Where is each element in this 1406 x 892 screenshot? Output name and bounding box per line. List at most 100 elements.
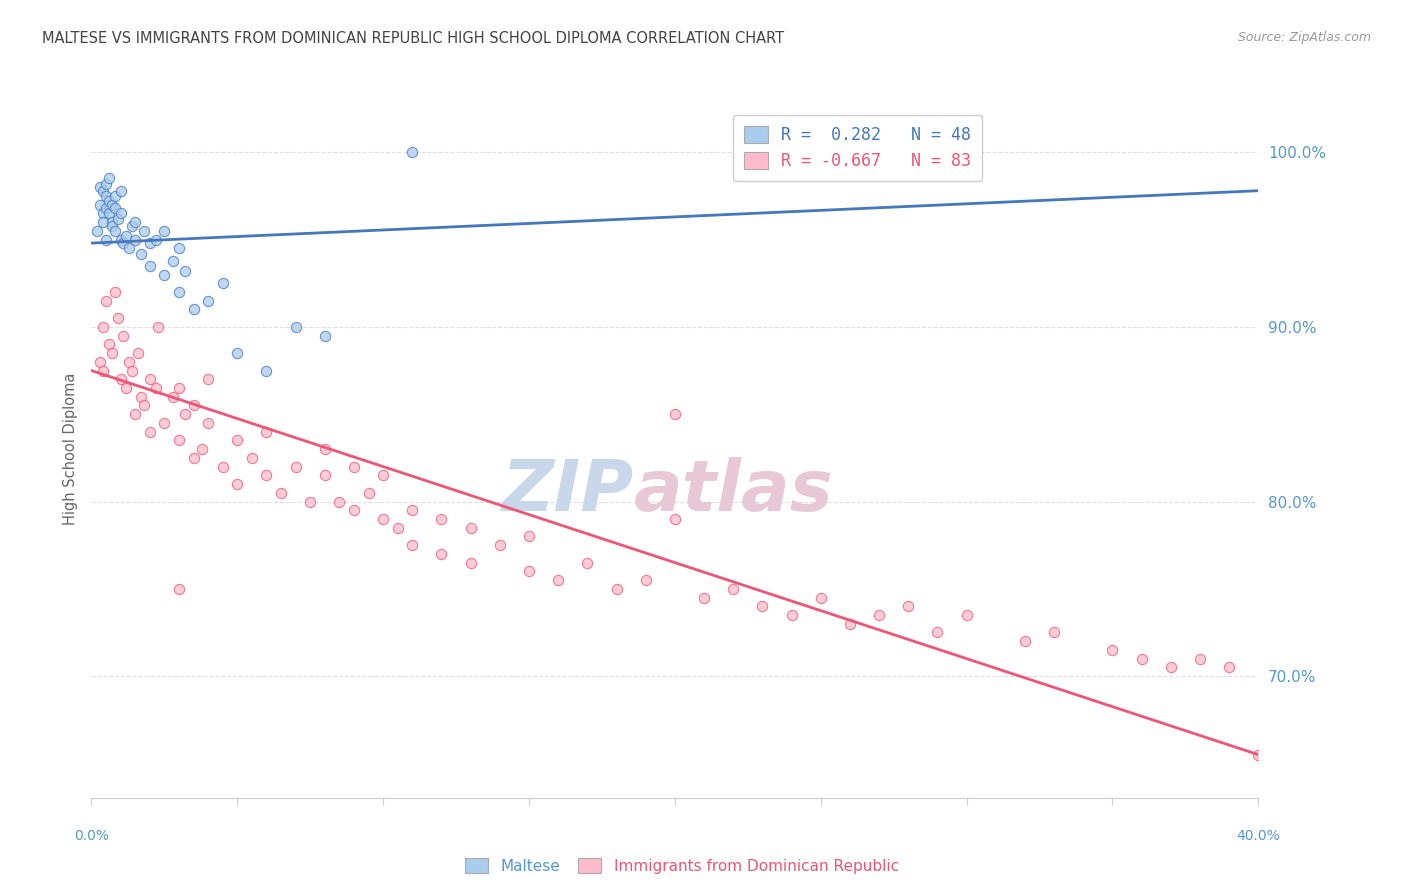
Point — [145, 381, 167, 395]
Point — [148, 319, 170, 334]
Point — [94, 201, 117, 215]
Point — [107, 211, 129, 226]
Point — [153, 416, 176, 430]
Point — [145, 233, 167, 247]
Point — [173, 264, 195, 278]
Point — [401, 538, 423, 552]
Point — [517, 565, 540, 579]
Point — [343, 503, 366, 517]
Point — [723, 582, 745, 596]
Point — [1014, 634, 1036, 648]
Point — [371, 468, 394, 483]
Point — [104, 189, 127, 203]
Point — [162, 390, 184, 404]
Point — [489, 538, 512, 552]
Point — [104, 285, 127, 299]
Point — [693, 591, 716, 605]
Point — [547, 573, 569, 587]
Point — [314, 468, 336, 483]
Point — [94, 293, 117, 308]
Point — [1043, 625, 1066, 640]
Point — [606, 582, 628, 596]
Point — [162, 253, 184, 268]
Point — [664, 407, 686, 421]
Point — [197, 372, 219, 386]
Point — [101, 219, 124, 233]
Point — [314, 328, 336, 343]
Point — [121, 219, 143, 233]
Point — [127, 346, 149, 360]
Point — [110, 233, 132, 247]
Text: 0.0%: 0.0% — [75, 829, 108, 843]
Point — [91, 206, 114, 220]
Legend: R =  0.282   N = 48, R = -0.667   N = 83: R = 0.282 N = 48, R = -0.667 N = 83 — [733, 115, 981, 181]
Point — [124, 215, 146, 229]
Point — [97, 337, 120, 351]
Point — [401, 503, 423, 517]
Point — [284, 459, 307, 474]
Point — [191, 442, 214, 456]
Point — [211, 459, 233, 474]
Point — [138, 425, 162, 439]
Y-axis label: High School Diploma: High School Diploma — [62, 373, 77, 525]
Point — [110, 372, 132, 386]
Point — [211, 277, 233, 291]
Point — [387, 521, 409, 535]
Point — [153, 224, 176, 238]
Text: MALTESE VS IMMIGRANTS FROM DOMINICAN REPUBLIC HIGH SCHOOL DIPLOMA CORRELATION CH: MALTESE VS IMMIGRANTS FROM DOMINICAN REP… — [42, 31, 785, 46]
Point — [97, 171, 120, 186]
Point — [91, 215, 114, 229]
Point — [112, 236, 135, 251]
Point — [129, 246, 152, 260]
Point — [115, 381, 138, 395]
Point — [124, 407, 146, 421]
Point — [256, 425, 278, 439]
Point — [153, 268, 176, 282]
Point — [270, 485, 292, 500]
Point — [101, 197, 124, 211]
Point — [97, 194, 120, 209]
Point — [430, 512, 453, 526]
Point — [240, 450, 263, 465]
Point — [226, 434, 249, 448]
Point — [138, 259, 162, 273]
Point — [183, 450, 205, 465]
Point — [101, 215, 124, 229]
Point — [357, 485, 380, 500]
Point — [780, 607, 803, 622]
Point — [299, 494, 322, 508]
Point — [401, 145, 423, 160]
Point — [634, 573, 657, 587]
Point — [124, 233, 146, 247]
Text: atlas: atlas — [634, 457, 834, 525]
Point — [897, 599, 920, 614]
Point — [104, 201, 127, 215]
Point — [256, 468, 278, 483]
Point — [101, 346, 124, 360]
Point — [517, 529, 540, 543]
Point — [838, 616, 860, 631]
Point — [132, 399, 155, 413]
Point — [167, 285, 190, 299]
Point — [94, 233, 117, 247]
Point — [328, 494, 350, 508]
Point — [167, 241, 190, 255]
Point — [104, 224, 127, 238]
Point — [118, 355, 141, 369]
Point — [956, 607, 979, 622]
Point — [197, 293, 219, 308]
Point — [94, 189, 117, 203]
Point — [86, 224, 108, 238]
Point — [343, 459, 366, 474]
Point — [927, 625, 949, 640]
Point — [89, 355, 111, 369]
Point — [183, 302, 205, 317]
Point — [115, 229, 138, 244]
Point — [1101, 643, 1123, 657]
Point — [664, 512, 686, 526]
Legend: Maltese, Immigrants from Dominican Republic: Maltese, Immigrants from Dominican Repub… — [458, 852, 905, 880]
Point — [460, 556, 482, 570]
Point — [751, 599, 773, 614]
Point — [118, 241, 141, 255]
Point — [430, 547, 453, 561]
